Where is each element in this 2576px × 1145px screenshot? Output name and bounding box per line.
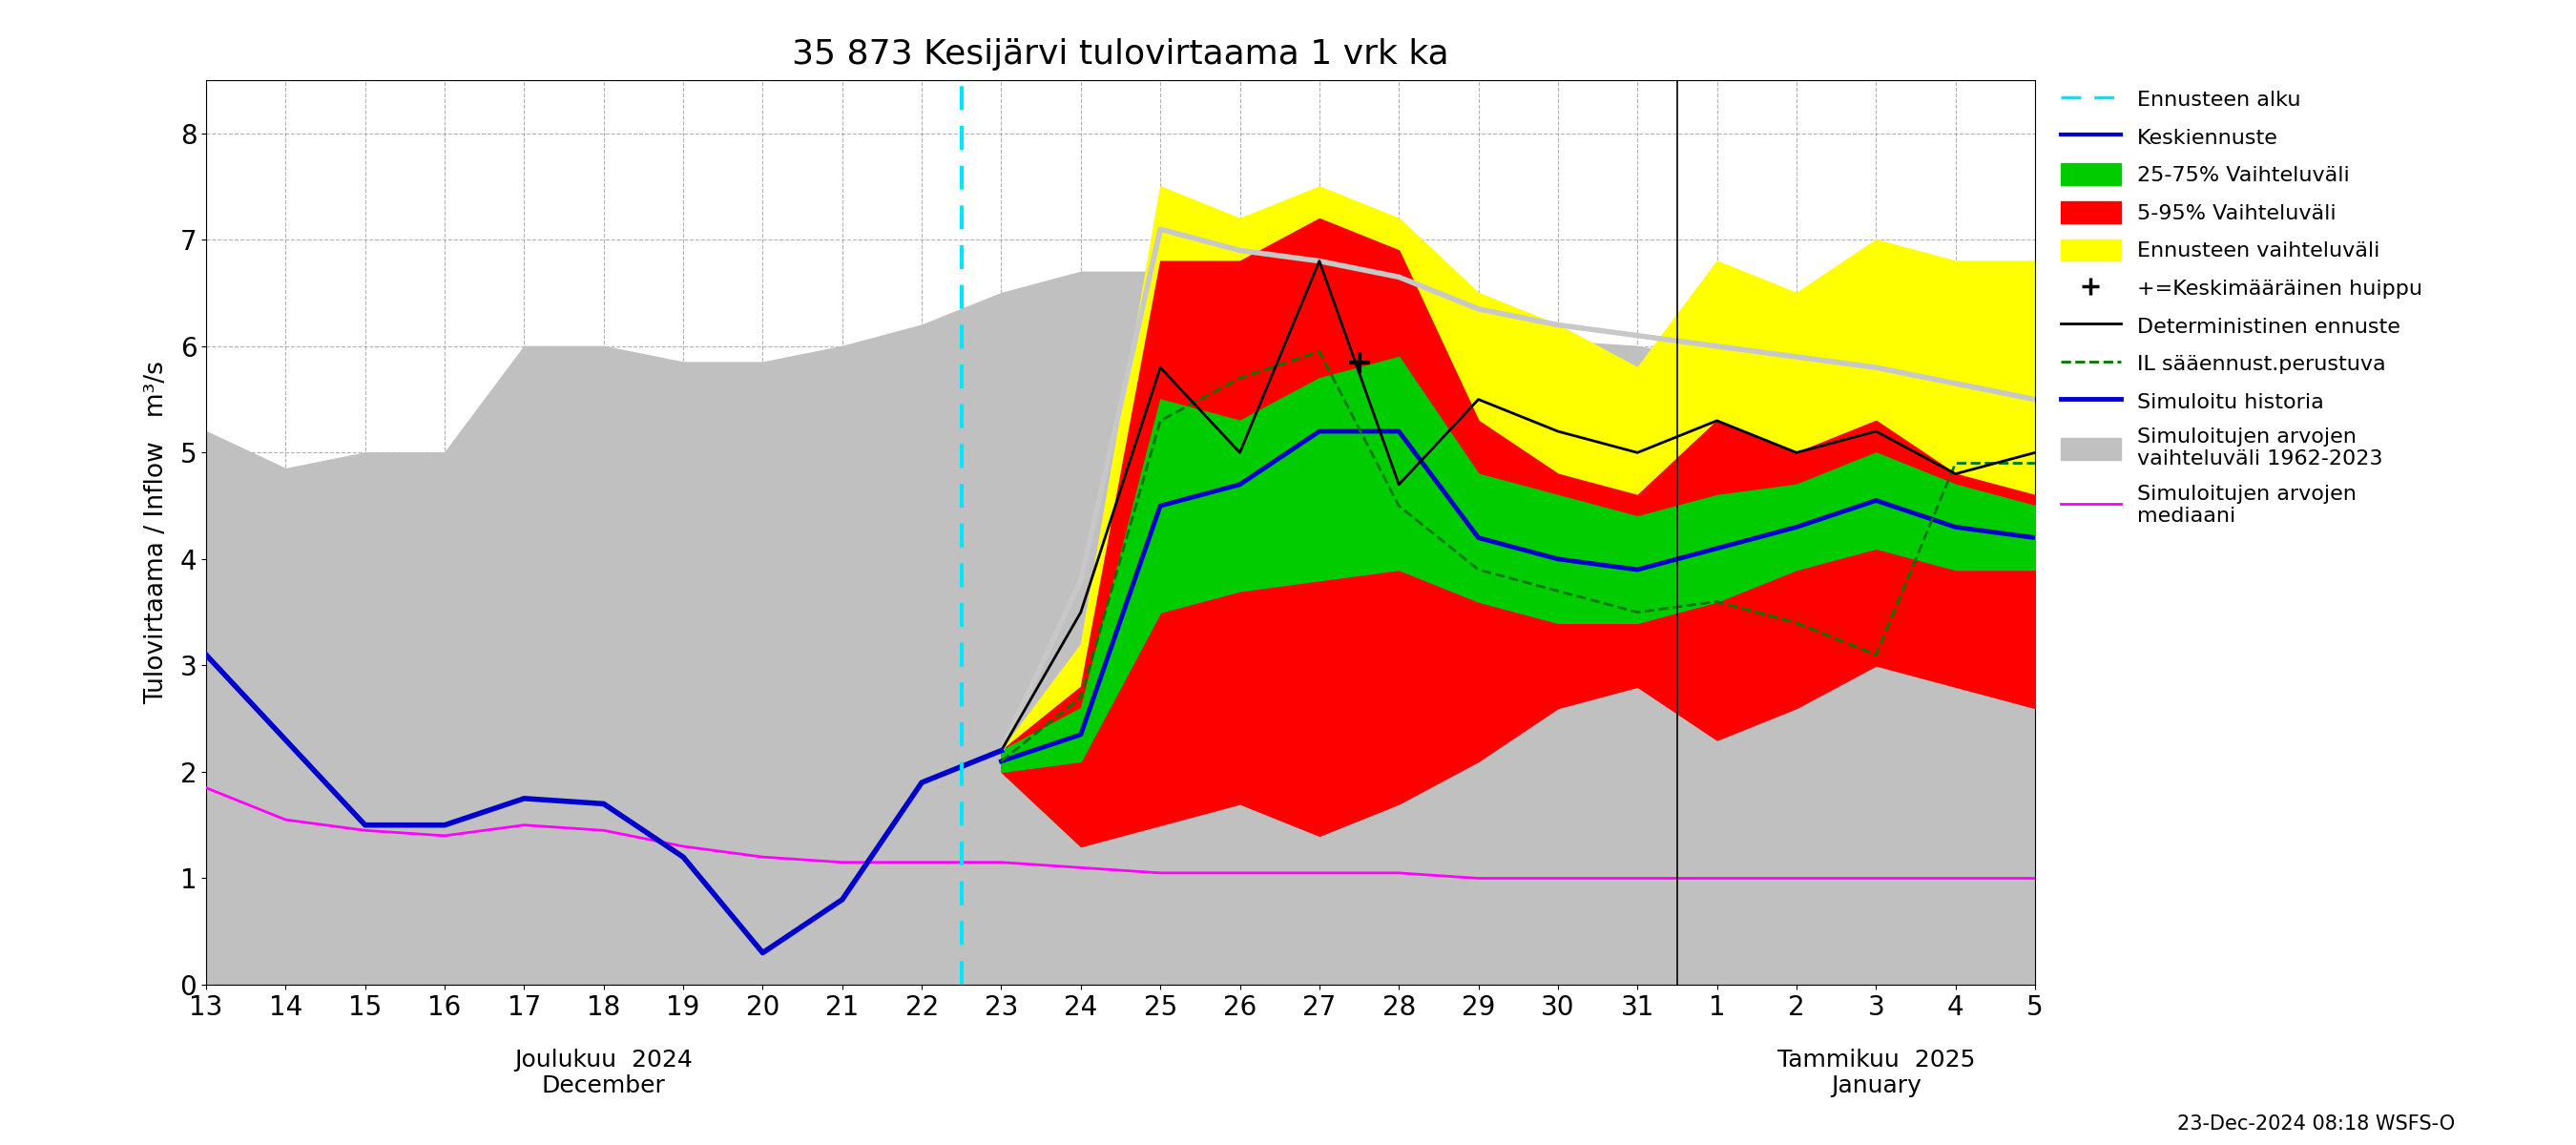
Y-axis label: Tulovirtaama / Inflow   m³/s: Tulovirtaama / Inflow m³/s: [144, 361, 170, 704]
Legend: Ennusteen alku, Keskiennuste, 25-75% Vaihteluväli, 5-95% Vaihteluväli, Ennusteen: Ennusteen alku, Keskiennuste, 25-75% Vai…: [2056, 81, 2429, 532]
Text: 23-Dec-2024 08:18 WSFS-O: 23-Dec-2024 08:18 WSFS-O: [2177, 1114, 2455, 1134]
Text: Tammikuu  2025
January: Tammikuu 2025 January: [1777, 1049, 1976, 1098]
Title: 35 873 Kesijärvi tulovirtaama 1 vrk ka: 35 873 Kesijärvi tulovirtaama 1 vrk ka: [791, 39, 1450, 71]
Text: Joulukuu  2024
December: Joulukuu 2024 December: [515, 1049, 693, 1098]
